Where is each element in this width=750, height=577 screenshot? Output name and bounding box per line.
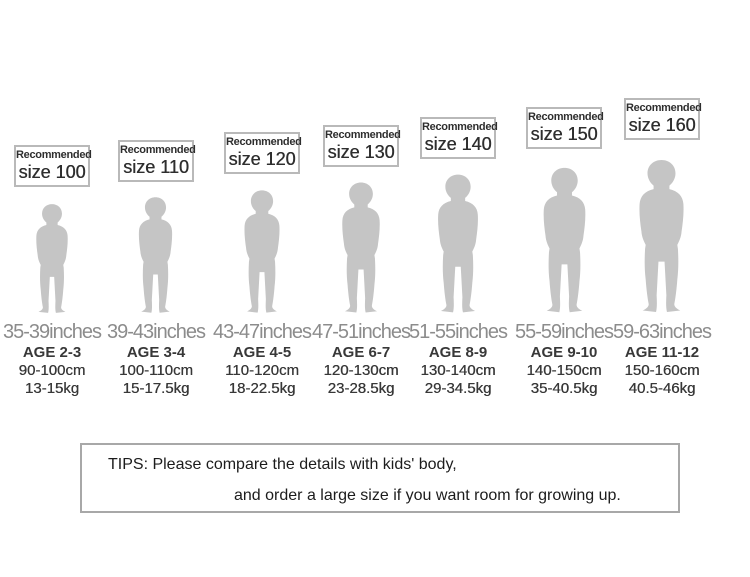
- height-inches: 43-47inches: [213, 321, 312, 343]
- age-range: AGE 6-7: [331, 344, 391, 361]
- age-range: AGE 8-9: [428, 344, 488, 361]
- size-spec-150: 55-59inches AGE 9-10 140-150cm 35-40.5kg: [504, 320, 624, 398]
- tips-line-1: TIPS: Please compare the details with ki…: [108, 456, 457, 473]
- size-label: size 140: [424, 133, 492, 154]
- height-cm: 120-130cm: [323, 362, 399, 379]
- height-cm: 150-160cm: [624, 362, 700, 379]
- weight-kg: 23-28.5kg: [327, 380, 395, 397]
- recommended-label: Recommended: [120, 144, 196, 157]
- child-silhouette-100: [36, 204, 68, 313]
- height-cm: 90-100cm: [18, 362, 86, 379]
- height-cm: 110-120cm: [225, 362, 299, 379]
- size-spec-110: 39-43inches AGE 3-4 100-110cm 15-17.5kg: [96, 320, 216, 398]
- size-spec-130: 47-51inches AGE 6-7 120-130cm 23-28.5kg: [301, 320, 421, 398]
- age-range: AGE 4-5: [232, 344, 292, 361]
- child-silhouette-120: [244, 190, 280, 313]
- height-inches: 55-59inches: [515, 321, 614, 343]
- height-cm: 140-150cm: [526, 362, 602, 379]
- weight-kg: 29-34.5kg: [424, 380, 492, 397]
- size-label: size 150: [530, 123, 598, 144]
- height-inches: 51-55inches: [409, 321, 508, 343]
- recommended-label: Recommended: [16, 149, 92, 162]
- weight-kg: 40.5-46kg: [628, 380, 696, 397]
- tips-line-2: and order a large size if you want room …: [234, 487, 621, 504]
- size-label: size 100: [18, 161, 86, 182]
- size-label: size 160: [628, 114, 696, 135]
- recommended-label: Recommended: [422, 121, 498, 134]
- child-silhouette-150: [543, 167, 586, 313]
- child-silhouette-140: [438, 174, 478, 313]
- height-cm: 130-140cm: [420, 362, 496, 379]
- recommended-label: Recommended: [626, 102, 702, 115]
- size-label: size 130: [327, 141, 395, 162]
- size-badge-150: Recommended size 150: [526, 107, 604, 149]
- height-inches: 39-43inches: [107, 321, 206, 343]
- size-spec-100: 35-39inches AGE 2-3 90-100cm 13-15kg: [0, 320, 112, 398]
- size-badge-130: Recommended size 130: [323, 125, 401, 167]
- child-silhouette-160: [639, 159, 684, 313]
- weight-kg: 13-15kg: [24, 380, 80, 397]
- weight-kg: 35-40.5kg: [530, 380, 598, 397]
- recommended-label: Recommended: [226, 136, 302, 149]
- size-badge-100: Recommended size 100: [14, 145, 92, 187]
- recommended-label: Recommended: [528, 111, 604, 124]
- age-range: AGE 3-4: [126, 344, 186, 361]
- age-range: AGE 11-12: [624, 344, 700, 361]
- child-silhouette-130: [342, 182, 380, 313]
- size-badge-120: Recommended size 120: [224, 132, 302, 174]
- size-badge-160: Recommended size 160: [624, 98, 702, 140]
- size-spec-140: 51-55inches AGE 8-9 130-140cm 29-34.5kg: [398, 320, 518, 398]
- tips-box: TIPS: Please compare the details with ki…: [80, 443, 680, 513]
- size-label: size 120: [228, 148, 296, 169]
- weight-kg: 18-22.5kg: [228, 380, 296, 397]
- size-spec-160: 59-63inches AGE 11-12 150-160cm 40.5-46k…: [602, 320, 722, 398]
- height-inches: 47-51inches: [312, 321, 411, 343]
- age-range: AGE 9-10: [530, 344, 598, 361]
- weight-kg: 15-17.5kg: [122, 380, 190, 397]
- height-inches: 35-39inches: [3, 321, 102, 343]
- age-range: AGE 2-3: [22, 344, 82, 361]
- recommended-label: Recommended: [325, 129, 401, 142]
- size-label: size 110: [123, 156, 189, 177]
- height-cm: 100-110cm: [119, 362, 193, 379]
- height-inches: 59-63inches: [613, 321, 712, 343]
- size-badge-110: Recommended size 110: [118, 140, 196, 182]
- size-spec-120: 43-47inches AGE 4-5 110-120cm 18-22.5kg: [202, 320, 322, 398]
- child-silhouette-110: [138, 197, 173, 313]
- size-badge-140: Recommended size 140: [420, 117, 498, 159]
